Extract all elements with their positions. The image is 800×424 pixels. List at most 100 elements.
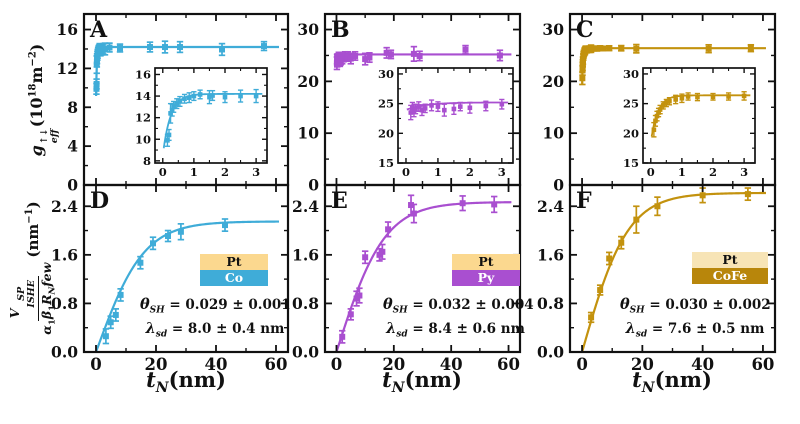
inset-x-label: 3 bbox=[740, 165, 748, 179]
x-tick-label: 40 bbox=[440, 355, 463, 374]
marker bbox=[165, 233, 171, 240]
marker bbox=[162, 44, 168, 51]
marker bbox=[457, 104, 463, 109]
ylabel-vishe: V SP ISHE α1β1RNfew (nm−1) bbox=[6, 163, 58, 373]
marker bbox=[459, 200, 466, 207]
legend-label-pt: Pt bbox=[478, 254, 494, 269]
panel-letter-A: A bbox=[89, 17, 108, 43]
ylabel-vishe-v: V bbox=[6, 308, 22, 319]
y-tick-label: 12 bbox=[56, 59, 78, 78]
den-beta: β bbox=[38, 310, 54, 320]
lambda-sub: sd bbox=[635, 329, 648, 340]
marker bbox=[387, 51, 394, 58]
marker bbox=[177, 228, 184, 235]
marker bbox=[491, 201, 498, 208]
y-tick-label: 1.6 bbox=[292, 245, 319, 264]
marker bbox=[356, 292, 363, 299]
xaxis-unit: (nm) bbox=[404, 367, 462, 392]
marker bbox=[102, 45, 108, 52]
legend-bar-pt: Pt bbox=[692, 252, 768, 268]
y-tick-label: 20 bbox=[297, 72, 319, 91]
marker bbox=[352, 52, 359, 59]
legend-bar-cofe: CoFe bbox=[692, 268, 768, 284]
theta-value: = 0.030 ± 0.002 bbox=[644, 297, 771, 313]
panel-D: 0 20 40 60 0.0 0.8 1.6 2.4 D bbox=[51, 183, 290, 374]
marker bbox=[422, 106, 428, 111]
marker bbox=[597, 45, 604, 52]
lambda-symbol: λ bbox=[625, 320, 636, 337]
inset-y-label: 15 bbox=[623, 156, 639, 170]
theta-sh-line: θSH = 0.032 ± 0.004 bbox=[383, 293, 534, 317]
marker bbox=[588, 45, 595, 52]
den-r-sub: N bbox=[47, 286, 58, 295]
marker bbox=[186, 95, 192, 100]
data-points-C bbox=[651, 91, 747, 138]
inset-y-label: 8 bbox=[143, 154, 151, 168]
xaxis-title-col3: tN(nm) bbox=[602, 367, 742, 396]
inset-x-label: 0 bbox=[159, 165, 167, 179]
ylabel-geff-sub: eff bbox=[48, 129, 60, 144]
marker bbox=[429, 103, 434, 108]
lambda-sub: sd bbox=[396, 329, 408, 340]
marker bbox=[679, 95, 685, 101]
marker bbox=[174, 101, 180, 106]
ylabel-vishe-sub: ISHE bbox=[25, 280, 37, 308]
xaxis-sub: N bbox=[391, 380, 405, 397]
marker bbox=[410, 210, 417, 217]
panel-F: 0 20 40 60 0.0 0.8 1.6 2.4 F bbox=[537, 183, 777, 374]
axes-D: 0 20 40 60 0.0 0.8 1.6 2.4 bbox=[51, 183, 290, 374]
lambda-value: = 8.4 ± 0.6 nm bbox=[407, 321, 525, 337]
theta-sh-line: θSH = 0.029 ± 0.001 bbox=[140, 293, 291, 317]
lambda-value: = 8.0 ± 0.4 nm bbox=[167, 321, 285, 337]
marker bbox=[93, 80, 100, 87]
y-tick-label: 0.8 bbox=[292, 294, 319, 313]
marker bbox=[238, 93, 243, 99]
legend-label-py: Py bbox=[477, 270, 495, 285]
y-tick-label: 10 bbox=[542, 124, 564, 143]
marker bbox=[222, 222, 228, 229]
inset-y-label: 30 bbox=[378, 67, 394, 81]
panel-B: 0 10 20 30 B 0 1 2 3 15 20 25 30 bbox=[297, 12, 522, 195]
y-tick-label: 0.8 bbox=[537, 294, 564, 313]
den-alpha-sub: 1 bbox=[47, 319, 58, 326]
ylabel-vishe-fraction: V SP ISHE α1β1RNfew bbox=[6, 263, 58, 335]
marker bbox=[705, 45, 712, 52]
theta-sub: SH bbox=[629, 305, 645, 316]
y-tick-label: 10 bbox=[297, 124, 319, 143]
marker bbox=[210, 93, 215, 98]
ylabel-geff-unit-open: (10 bbox=[27, 97, 46, 128]
xaxis-unit: (nm) bbox=[168, 367, 226, 392]
marker bbox=[362, 254, 369, 261]
marker bbox=[222, 94, 228, 100]
marker bbox=[633, 45, 640, 52]
x-tick-label: 60 bbox=[497, 355, 520, 374]
marker bbox=[651, 127, 657, 133]
theta-symbol: θ bbox=[383, 296, 393, 313]
inset-x-label: 1 bbox=[434, 165, 442, 179]
legend-bar-pt: Pt bbox=[452, 254, 520, 270]
panel-E: 0 20 40 60 0.0 0.8 1.6 2.4 E bbox=[292, 183, 522, 374]
data-points-B bbox=[408, 98, 505, 121]
y-tick-label: 0 bbox=[67, 176, 78, 195]
marker bbox=[699, 192, 706, 199]
data-points-E bbox=[339, 194, 498, 344]
x-tick-label: 40 bbox=[691, 355, 714, 374]
marker bbox=[410, 105, 415, 111]
inset-frame bbox=[642, 67, 756, 164]
marker bbox=[106, 44, 113, 51]
x-tick-label: 0 bbox=[90, 355, 101, 374]
den-r: R bbox=[38, 294, 54, 305]
marker bbox=[416, 104, 422, 109]
inset-frame bbox=[397, 67, 514, 164]
inset-y-label: 16 bbox=[135, 67, 151, 81]
fit-params-co: θSH = 0.029 ± 0.001 λsd = 8.0 ± 0.4 nm bbox=[140, 293, 291, 341]
marker bbox=[660, 103, 666, 108]
marker bbox=[253, 93, 259, 99]
marker bbox=[197, 92, 203, 97]
marker bbox=[451, 106, 457, 112]
x-tick-label: 60 bbox=[265, 355, 288, 374]
theta-value: = 0.032 ± 0.004 bbox=[407, 297, 534, 313]
xaxis-sub: N bbox=[641, 380, 655, 397]
